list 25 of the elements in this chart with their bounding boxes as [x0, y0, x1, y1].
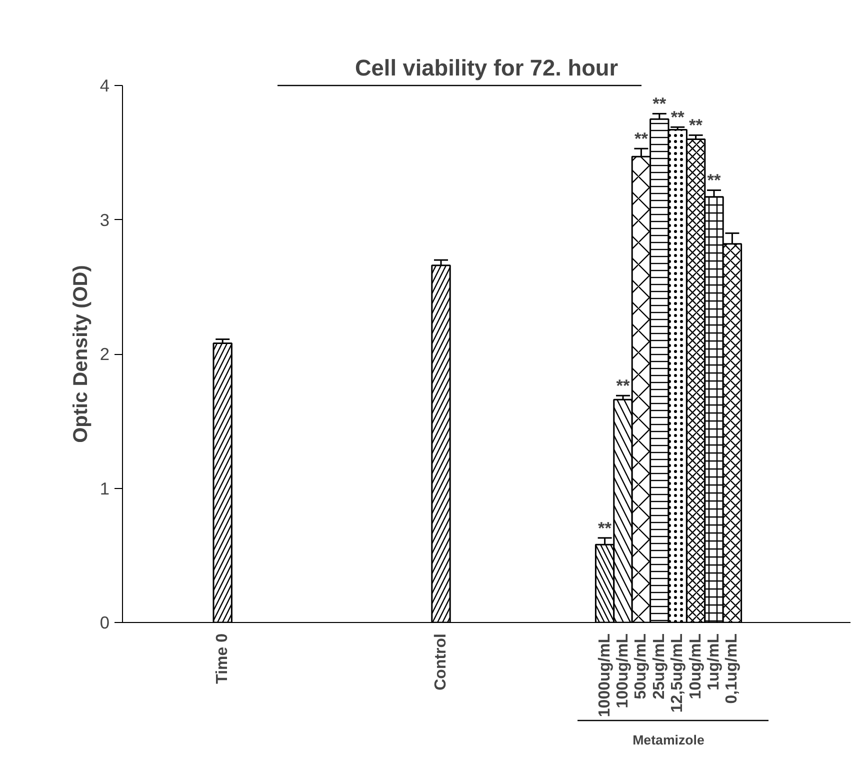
x-tick-label: 12,5ug/mL: [669, 633, 686, 713]
x-tick-label: 1ug/mL: [706, 633, 722, 690]
y-tick-label: 1: [100, 478, 110, 498]
annotation: **: [634, 128, 648, 149]
x-tick-label: 50ug/mL: [632, 633, 650, 700]
x-tick-label: Control: [432, 634, 450, 690]
y-tick-label: 4: [100, 76, 110, 96]
x-tick-label: 1000ug/mL: [596, 633, 614, 718]
chart-title: Cell viability for 72. hour: [354, 54, 618, 80]
x-tick-label: 25ug/mL: [650, 633, 668, 700]
annotation: **: [670, 107, 685, 128]
x-tick-label: Time 0: [214, 633, 232, 684]
annotation: **: [652, 94, 666, 114]
y-tick-label: 2: [100, 344, 110, 364]
y-tick-label: 3: [100, 210, 110, 230]
annotation: **: [707, 170, 721, 190]
y-tick-label: 0: [100, 612, 110, 632]
x-tick-label: 100ug/mL: [614, 633, 632, 708]
annotation: **: [616, 376, 630, 396]
x-tick-label: 10ug/mL: [687, 633, 704, 700]
x-tick-label: 0,1ug/mL: [724, 633, 741, 704]
text: Metamizole: [632, 732, 704, 748]
annotation: **: [689, 115, 703, 136]
annotation: **: [598, 518, 612, 538]
y-axis-title: Optic Density (OD): [70, 265, 92, 443]
